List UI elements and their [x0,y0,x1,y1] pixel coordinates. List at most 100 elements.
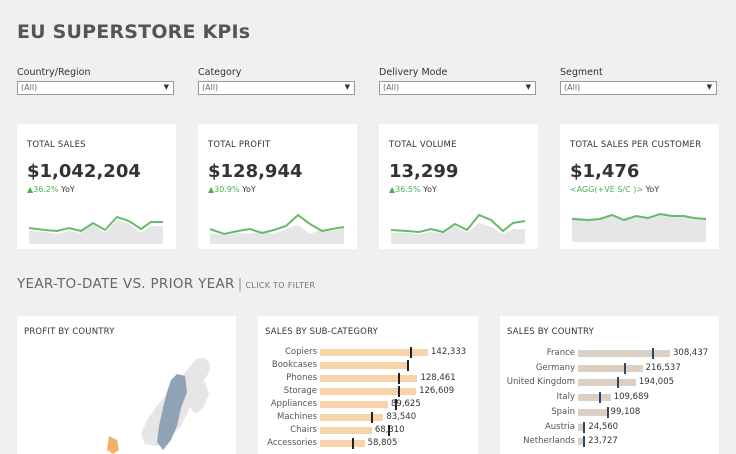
prior-year-marker [598,392,601,404]
bar-label: Netherlands [523,436,575,447]
bar[interactable] [320,440,365,447]
sparkline [28,215,163,244]
chevron-down-icon[interactable]: ▼ [163,83,169,91]
bar[interactable] [320,414,384,421]
filter-segment[interactable]: Segment (All) ▼ [560,67,717,95]
bar[interactable] [578,423,586,431]
kpi-yoy: ▲36.5% YoY [389,185,437,194]
panel-sales-by-subcategory[interactable]: SALES BY SUB-CATEGORY Copiers 142,333 Book… [258,316,478,454]
bar-value: 194,005 [638,377,675,388]
panel-title: SALES BY SUB-CATEGORY [265,327,379,337]
bar-label: Chairs [290,425,317,435]
bar[interactable] [320,375,418,382]
prior-year-marker [651,348,654,359]
section-header: YEAR-TO-DATE VS. PRIOR YEAR | CLICK TO FIL… [17,276,316,292]
bar-value: 216,537 [645,362,681,373]
europe-map[interactable] [17,316,236,454]
bar-value: 99,108 [610,406,641,417]
up-arrow-icon: ▲ [208,185,215,194]
bar-label: Machines [276,412,317,422]
bar-value: 126,609 [419,386,455,396]
bar[interactable] [578,438,586,446]
filter-select[interactable]: (All) ▼ [198,81,355,95]
chevron-down-icon[interactable]: ▼ [525,83,531,91]
up-arrow-icon: ▲ [389,185,396,194]
panel-title: SALES BY COUNTRY [507,327,594,337]
bar[interactable] [578,408,608,416]
panel-profit-by-country[interactable]: PROFIT BY COUNTRY [17,316,236,454]
prior-year-marker [616,377,619,389]
bar-label: France [546,348,575,358]
filter-category[interactable]: Category (All) ▼ [198,67,355,95]
sparkline [390,213,526,244]
bar-value: 58,805 [367,438,398,448]
kpi-value: $1,042,204 [27,161,141,182]
prior-year-marker [407,360,410,371]
map-region-finland [189,382,209,414]
filter-label: Segment [560,67,603,78]
kpi-yoy: <AGG(+VE S/C )> YoY [570,185,660,194]
bar-label: Accessories [267,438,317,448]
bar-value: 23,727 [588,436,618,447]
filter-label: Delivery Mode [379,67,448,78]
kpi-card-total-profit[interactable]: TOTAL PROFIT $128,944 ▲30.9% YoY [198,124,357,249]
filter-delivery-mode[interactable]: Delivery Mode (All) ▼ [379,67,536,95]
bar-label: Austria [544,421,575,432]
bar-value: 89,625 [391,399,421,409]
bar-label: Bookcases [271,360,317,370]
bar-value: 24,560 [588,421,619,432]
bar-label: Copiers [284,347,317,357]
kpi-yoy: ▲36.2% YoY [27,185,75,194]
up-arrow-icon: ▲ [27,185,34,194]
bar-label: Storage [283,386,317,396]
bar-label: United Kingdom [506,377,575,388]
bar[interactable] [320,401,388,408]
kpi-title: TOTAL SALES PER CUSTOMER [570,140,702,150]
sparkline [209,213,345,244]
sparkline [571,212,707,242]
bar-label: Spain [551,406,575,417]
chevron-down-icon[interactable]: ▼ [344,83,350,91]
kpi-value: 13,299 [389,161,459,182]
panel-title: PROFIT BY COUNTRY [24,327,115,337]
chevron-down-icon[interactable]: ▼ [706,83,712,91]
bar-value: 142,333 [431,347,467,357]
bar-label: Italy [556,392,575,403]
filter-select[interactable]: (All) ▼ [560,81,717,95]
filter-select[interactable]: (All) ▼ [17,81,174,95]
bar[interactable] [578,364,643,372]
prior-year-marker [398,373,401,384]
prior-year-marker [351,438,354,449]
prior-year-marker [370,412,373,423]
prior-year-marker [395,399,398,410]
kpi-value: $1,476 [570,161,640,182]
prior-year-marker [388,425,391,436]
bar-value: 83,540 [386,412,417,422]
bar-value: 308,437 [673,348,709,358]
kpi-title: TOTAL PROFIT [208,140,271,150]
prior-year-marker [583,436,586,448]
kpi-card-sales-per-customer[interactable]: TOTAL SALES PER CUSTOMER $1,476 <AGG(+VE… [560,124,719,249]
bar[interactable] [320,349,428,356]
panel-sales-by-country[interactable]: SALES BY COUNTRY France 308,437 Germany 216… [500,316,719,454]
filter-select[interactable]: (All) ▼ [379,81,536,95]
bar[interactable] [320,362,409,369]
bar[interactable] [578,394,611,402]
kpi-card-total-sales[interactable]: TOTAL SALES $1,042,204 ▲36.2% YoY [17,124,176,249]
filter-label: Category [198,67,242,78]
prior-year-marker [607,406,610,418]
bar-label: Phones [286,373,317,383]
bar-label: Appliances [270,399,317,409]
bar-label: Germany [535,362,575,373]
filter-country-region[interactable]: Country/Region (All) ▼ [17,67,174,95]
bar[interactable] [320,388,417,395]
kpi-yoy: ▲30.9% YoY [208,185,256,194]
bar[interactable] [578,350,670,357]
bar[interactable] [578,379,636,387]
bar-value: 68,310 [374,425,405,435]
kpi-title: TOTAL SALES [27,140,86,150]
map-region-sweden [157,374,187,450]
kpi-card-total-volume[interactable]: TOTAL VOLUME 13,299 ▲36.5% YoY [379,124,538,249]
prior-year-marker [623,362,626,374]
bar[interactable] [320,427,372,434]
